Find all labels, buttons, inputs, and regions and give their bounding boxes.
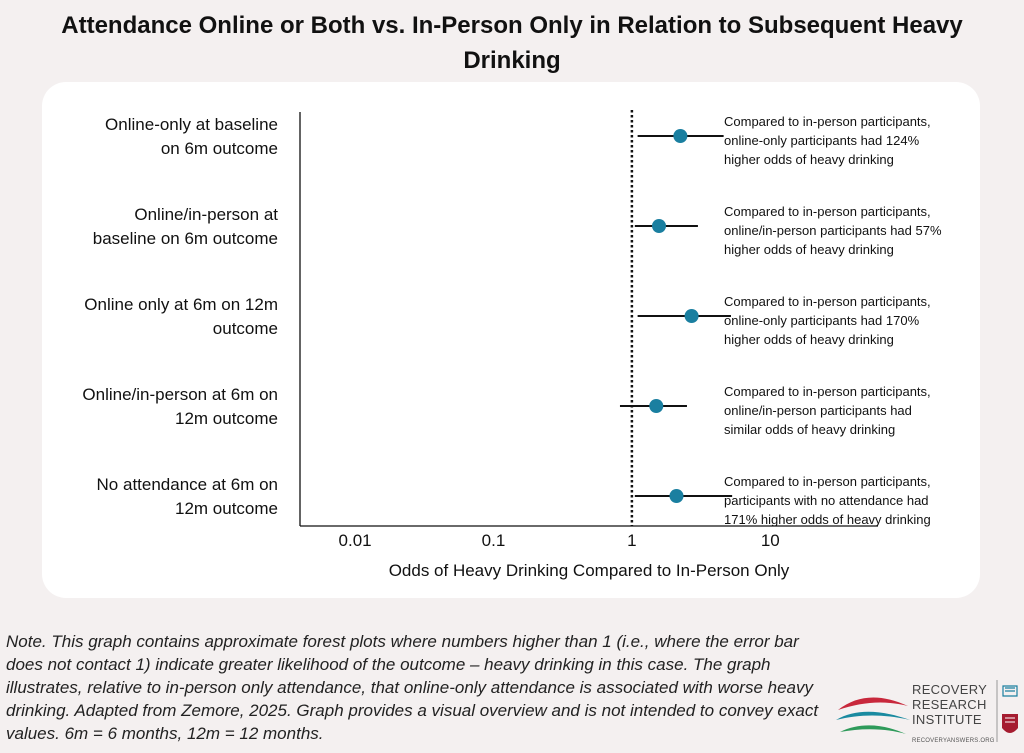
logo-line-2: RESEARCH bbox=[912, 697, 987, 712]
point-estimate-0 bbox=[673, 129, 688, 143]
point-estimate-3 bbox=[649, 399, 664, 413]
x-tick-label-2: 1 bbox=[627, 531, 636, 550]
point-estimate-4 bbox=[669, 489, 684, 503]
logo-line-3: INSTITUTE bbox=[912, 712, 982, 727]
plot-card: 0.01 0.1 1 10 Odds of Heavy Drinking Compare… bbox=[42, 82, 980, 598]
row-annotation-2: Compared to in-person participants, onlin… bbox=[724, 294, 931, 347]
logo-url: RECOVERYANSWERS.ORG bbox=[912, 738, 995, 744]
harvard-shield-icon bbox=[996, 680, 1018, 742]
x-tick-label-0: 0.01 bbox=[339, 531, 372, 550]
forest-plot: 0.01 0.1 1 10 Odds of Heavy Drinking Compare… bbox=[82, 110, 942, 580]
chart-title: Attendance Online or Both vs. In-Person … bbox=[61, 12, 963, 74]
row-label-1: Online/in-person at baseline on 6m outcom… bbox=[93, 205, 279, 248]
row-annotation-3: Compared to in-person participants, onlin… bbox=[724, 384, 931, 437]
logo-line-1: RECOVERY bbox=[912, 682, 988, 697]
row-annotation-1: Compared to in-person participants, onlin… bbox=[724, 204, 942, 257]
row-label-3: Online/in-person at 6m on 12m outcome bbox=[82, 385, 278, 428]
recovery-research-institute-logo[interactable]: RECOVERY RESEARCH INSTITUTE RECOVERYANSW… bbox=[834, 680, 1020, 748]
x-tick-label-3: 10 bbox=[761, 531, 780, 550]
point-estimate-1 bbox=[652, 219, 667, 233]
row-annotation-4: Compared to in-person participants, parti… bbox=[724, 474, 931, 527]
point-estimate-2 bbox=[684, 309, 699, 323]
row-annotation-0: Compared to in-person participants, onlin… bbox=[724, 114, 931, 167]
x-tick-label-1: 0.1 bbox=[482, 531, 506, 550]
note-text: Note. This graph contains approximate fo… bbox=[6, 632, 819, 743]
row-label-2: Online only at 6m on 12m outcome bbox=[84, 295, 278, 338]
row-label-0: Online-only at baseline on 6m outcome bbox=[105, 115, 278, 158]
row-label-4: No attendance at 6m on 12m outcome bbox=[97, 475, 278, 518]
x-axis-label: Odds of Heavy Drinking Compared to In-Pe… bbox=[389, 561, 790, 580]
logo-swoosh-icon bbox=[836, 697, 910, 734]
logo-text: RECOVERY RESEARCH INSTITUTE bbox=[912, 682, 987, 727]
